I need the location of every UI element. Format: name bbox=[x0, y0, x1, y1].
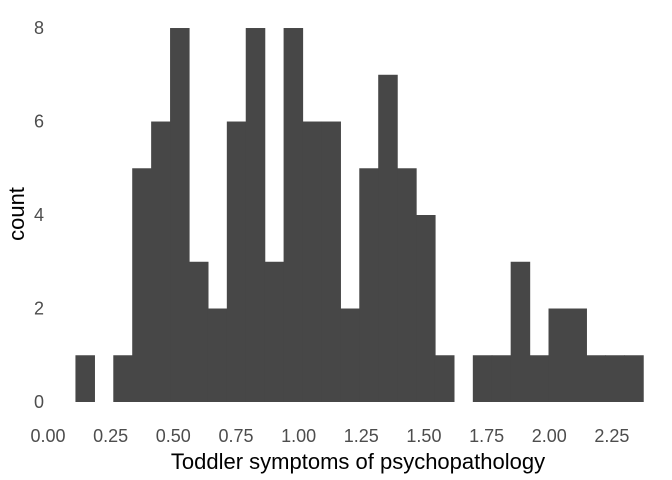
histogram-bar bbox=[188, 261, 209, 402]
y-tick-label: 8 bbox=[34, 18, 44, 38]
x-tick-label: 2.00 bbox=[532, 426, 567, 446]
histogram-bar bbox=[510, 261, 531, 402]
x-tick-label: 1.25 bbox=[344, 426, 379, 446]
histogram-bar bbox=[207, 308, 228, 402]
x-tick-label: 1.75 bbox=[469, 426, 504, 446]
x-tick-label: 0.75 bbox=[218, 426, 253, 446]
histogram-bar bbox=[75, 355, 95, 402]
x-tick-label: 2.25 bbox=[594, 426, 629, 446]
y-axis-title: count bbox=[4, 187, 29, 241]
y-tick-label: 2 bbox=[34, 299, 44, 319]
histogram-bar bbox=[113, 355, 133, 402]
histogram-bar bbox=[359, 168, 379, 402]
histogram-bar bbox=[245, 28, 266, 402]
histogram-bar bbox=[416, 215, 436, 402]
histogram-bar bbox=[624, 355, 644, 402]
x-tick-label: 1.50 bbox=[406, 426, 441, 446]
x-tick-label: 0.00 bbox=[30, 426, 65, 446]
x-axis-title: Toddler symptoms of psychopathology bbox=[171, 449, 545, 474]
histogram-bar bbox=[472, 355, 493, 402]
histogram-bar bbox=[151, 121, 171, 403]
histogram-bar bbox=[283, 28, 304, 402]
histogram-bar bbox=[605, 355, 625, 402]
y-tick-label: 6 bbox=[34, 112, 44, 132]
histogram-bar bbox=[340, 308, 360, 402]
histogram-bar bbox=[321, 121, 341, 403]
histogram-bar bbox=[548, 308, 569, 402]
x-tick-label: 0.50 bbox=[156, 426, 191, 446]
x-tick-label: 0.25 bbox=[93, 426, 128, 446]
histogram-bar bbox=[397, 168, 417, 402]
x-tick-label: 1.00 bbox=[281, 426, 316, 446]
histogram-bar bbox=[491, 355, 512, 402]
histogram-bar bbox=[567, 308, 587, 402]
histogram-bar bbox=[302, 121, 323, 403]
histogram-bar bbox=[170, 28, 190, 402]
histogram-bars bbox=[75, 28, 644, 403]
y-tick-label: 0 bbox=[34, 392, 44, 412]
histogram-bar bbox=[378, 74, 398, 402]
histogram-bar bbox=[132, 168, 152, 402]
histogram-bar bbox=[434, 355, 455, 402]
x-axis-ticks: 0.00 0.25 0.50 0.75 1.00 1.25 1.50 1.75 2.00 2.25 bbox=[30, 426, 629, 446]
histogram-bar bbox=[529, 355, 550, 402]
y-axis-ticks: 0 2 4 6 8 bbox=[34, 18, 44, 412]
histogram-bar bbox=[586, 355, 606, 402]
y-tick-label: 4 bbox=[34, 205, 44, 225]
histogram-bar bbox=[264, 261, 285, 402]
histogram-bar bbox=[226, 121, 247, 403]
